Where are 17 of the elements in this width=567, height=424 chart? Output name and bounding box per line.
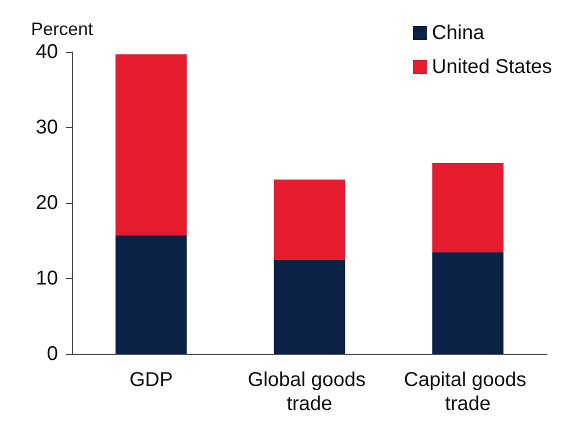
y-tick-label: 40 xyxy=(36,41,58,63)
y-tick-label: 20 xyxy=(36,192,58,214)
y-axis-title: Percent xyxy=(30,19,94,39)
x-tick-label: GDP xyxy=(129,369,173,391)
bar xyxy=(116,235,187,354)
y-tick-label: 10 xyxy=(36,268,58,290)
bar xyxy=(432,252,504,354)
x-tick-label: Global goods trade xyxy=(248,369,372,415)
bar xyxy=(432,162,504,252)
x-tick-label: Capital goods trade xyxy=(404,369,532,415)
legend-label: China xyxy=(432,22,486,44)
bar xyxy=(116,54,187,236)
y-tick-label: 0 xyxy=(46,343,58,365)
y-tick-label: 30 xyxy=(36,116,58,138)
bar xyxy=(274,260,346,354)
bar xyxy=(274,180,346,260)
legend-label: United States xyxy=(432,56,552,78)
